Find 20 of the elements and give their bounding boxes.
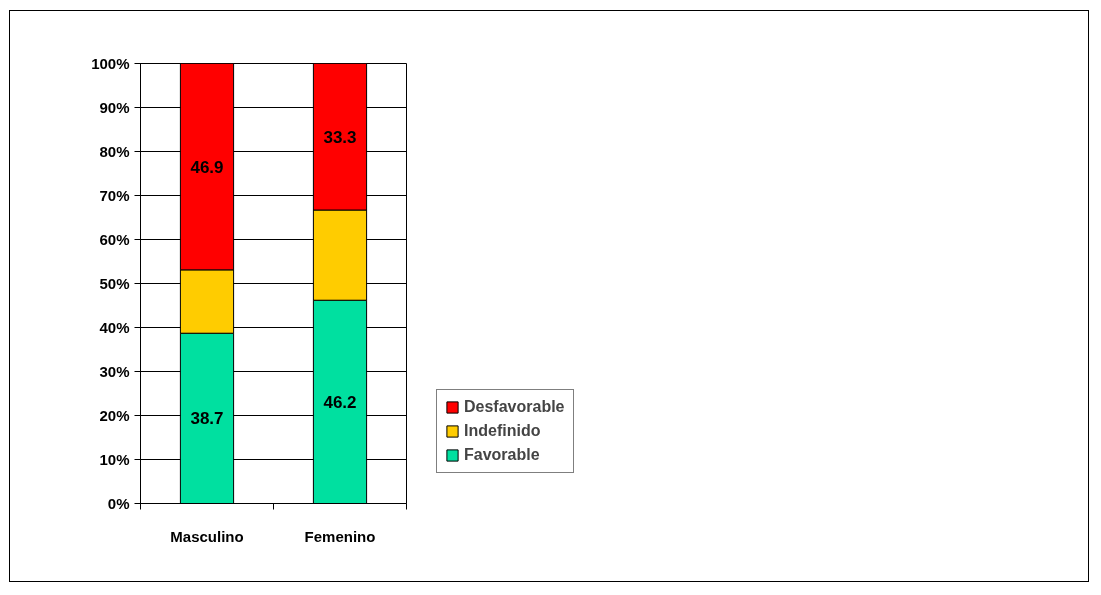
x-tick-label: Femenino (304, 527, 376, 545)
y-tick-label: 0% (107, 495, 130, 512)
y-tick-label: 100% (91, 55, 130, 72)
y-tick-label: 60% (99, 231, 130, 248)
y-tick-label: 20% (99, 407, 130, 424)
y-tick-label: 50% (99, 275, 130, 292)
y-tick-label: 70% (99, 187, 130, 204)
y-tick-label: 90% (99, 99, 130, 116)
data-label: 46.2 (323, 392, 357, 412)
legend-label: Indefinido (464, 422, 541, 440)
data-label: 46.9 (190, 157, 224, 177)
data-label: 38.7 (190, 409, 224, 429)
y-tick-label: 80% (99, 143, 130, 160)
x-tick-label: Masculino (170, 527, 244, 545)
legend-label: Favorable (464, 446, 540, 464)
data-label: 33.3 (323, 127, 357, 147)
y-tick-label: 30% (99, 363, 130, 380)
legend-label: Desfavorable (464, 398, 565, 416)
y-tick-label: 40% (99, 319, 130, 336)
y-tick-label: 10% (99, 451, 130, 468)
